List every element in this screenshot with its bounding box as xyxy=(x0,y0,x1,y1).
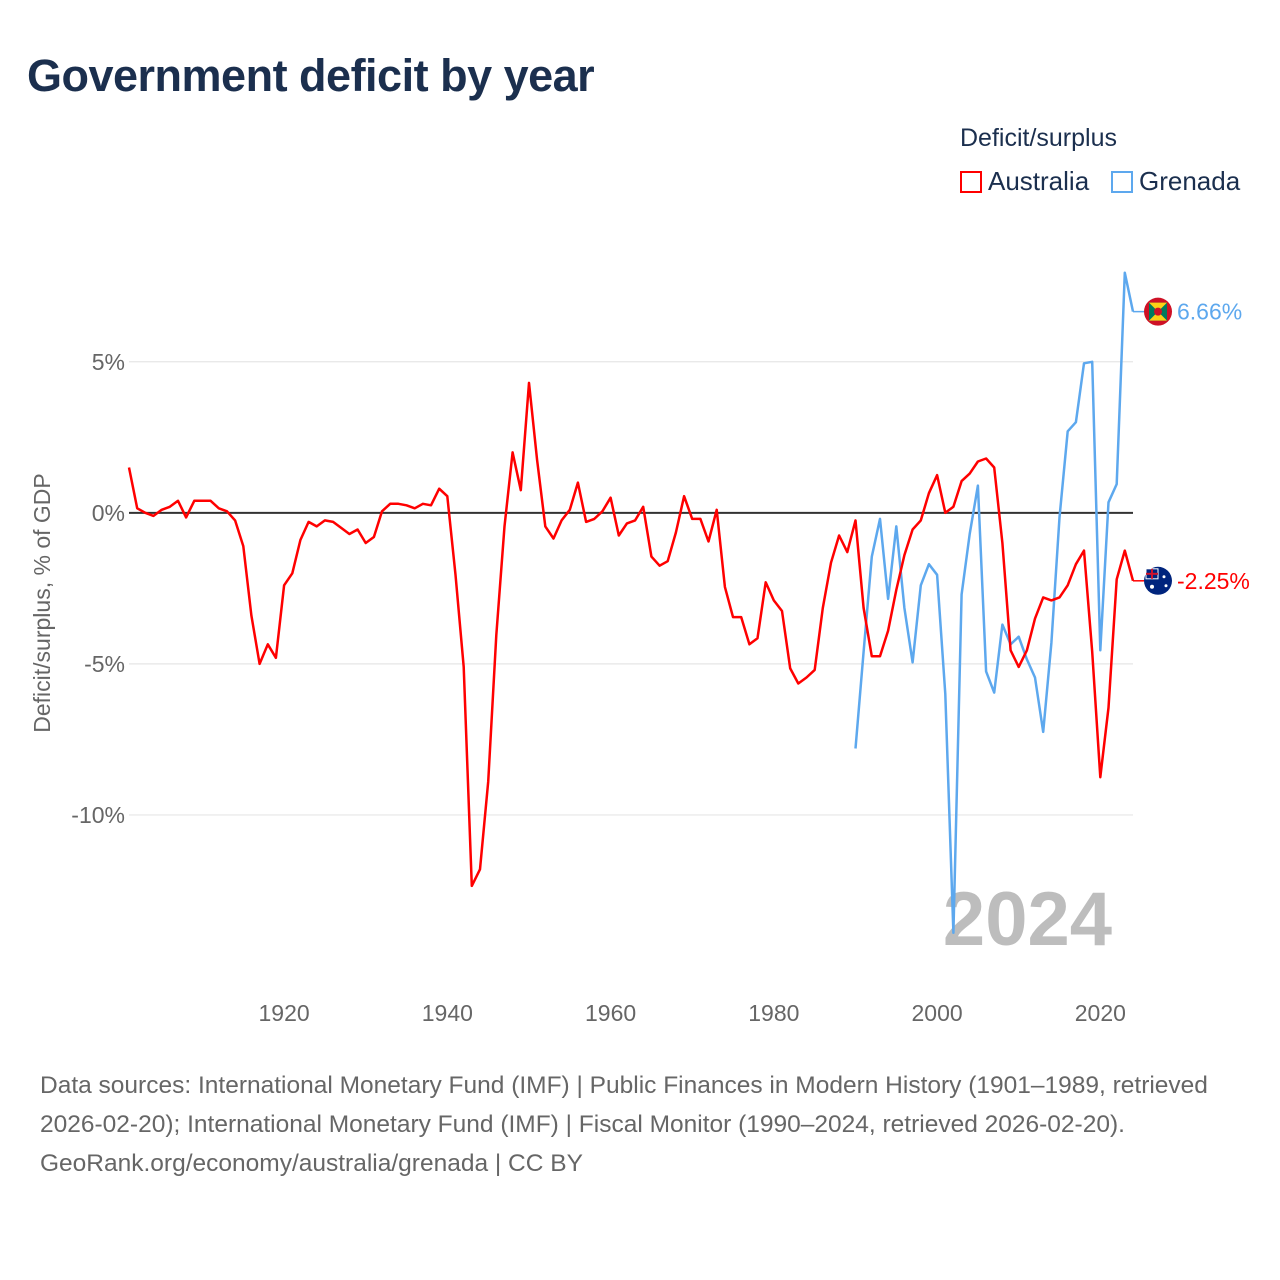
y-tick-label: 5% xyxy=(92,349,125,375)
legend-label: Grenada xyxy=(1139,166,1241,196)
end-value-label-australia: -2.25% xyxy=(1177,568,1250,594)
legend-item-grenada[interactable]: Grenada xyxy=(1111,166,1240,197)
legend-label: Australia xyxy=(988,166,1090,196)
legend-item-australia[interactable]: Australia xyxy=(960,166,1089,197)
x-tick-label: 1940 xyxy=(422,1000,473,1026)
x-tick-label: 2020 xyxy=(1075,1000,1126,1026)
chart-title: Government deficit by year xyxy=(27,50,595,101)
legend-swatch-grenada xyxy=(1111,170,1133,193)
y-tick-label: -5% xyxy=(84,651,125,677)
legend-swatch-australia xyxy=(960,170,982,193)
end-value-label-grenada: 6.66% xyxy=(1177,299,1242,325)
y-tick-label: -10% xyxy=(71,802,125,828)
credit-link[interactable]: GeoRank.org/economy/australia/grenada | … xyxy=(40,1150,583,1177)
footer: Data sources: International Monetary Fun… xyxy=(40,1066,1240,1183)
y-axis-label: Deficit/surplus, % of GDP xyxy=(29,473,55,732)
data-sources: Data sources: International Monetary Fun… xyxy=(40,1072,1208,1138)
x-tick-label: 2000 xyxy=(912,1000,963,1026)
australia-flag-icon xyxy=(1144,566,1172,595)
series-line-grenada xyxy=(854,271,1135,935)
x-tick-label: 1980 xyxy=(748,1000,799,1026)
x-tick-label: 1960 xyxy=(585,1000,636,1026)
y-tick-label: 0% xyxy=(92,500,125,526)
series-line-australia xyxy=(127,381,1135,888)
year-watermark: 2024 xyxy=(943,877,1112,962)
legend-title: Deficit/surplus xyxy=(960,124,1117,152)
x-tick-label: 1920 xyxy=(259,1000,310,1026)
grenada-flag-icon xyxy=(1144,297,1172,326)
